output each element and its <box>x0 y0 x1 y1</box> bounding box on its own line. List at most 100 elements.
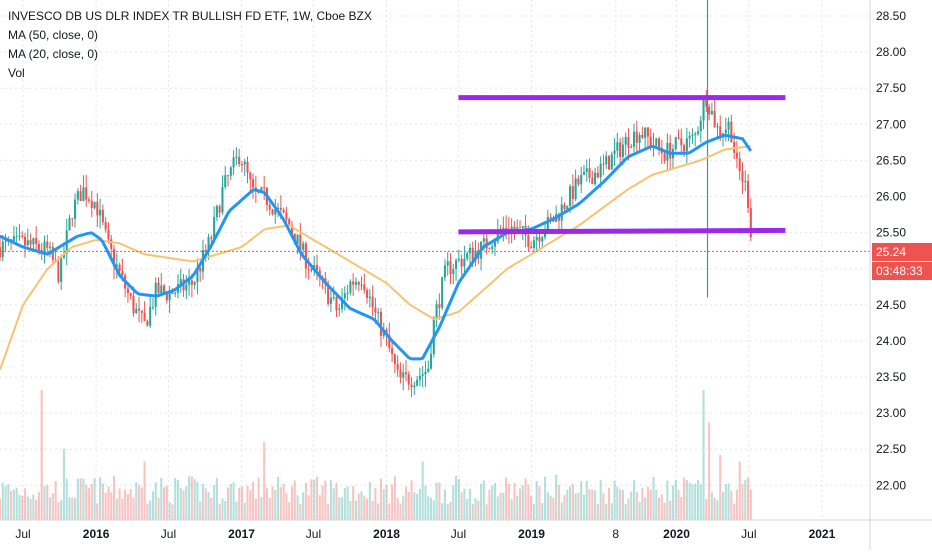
volume-bar <box>616 486 619 520</box>
volume-bar <box>427 496 430 520</box>
candle-body <box>104 222 107 230</box>
volume-bar <box>263 442 266 520</box>
candle-body <box>360 284 363 286</box>
volume-bar <box>29 498 32 520</box>
candle-body <box>627 136 630 148</box>
candle-body <box>421 374 424 376</box>
candle-body <box>607 156 611 170</box>
candle-body <box>513 226 516 231</box>
candle-body <box>527 235 530 247</box>
candle-body <box>685 138 688 152</box>
volume-bar <box>204 488 207 520</box>
volume-bar <box>396 498 399 520</box>
volume-bar <box>702 390 705 520</box>
volume-bar <box>221 498 224 520</box>
candle-body <box>165 292 168 301</box>
candle-body <box>457 258 460 261</box>
volume-bar <box>21 495 24 520</box>
volume-bar <box>290 486 294 520</box>
volume-bar <box>4 486 7 520</box>
volume-bar <box>432 500 435 520</box>
volume-bar <box>416 493 419 520</box>
volume-bar <box>93 478 96 520</box>
candle-body <box>658 138 661 148</box>
volume-bar <box>418 488 421 520</box>
candle-body <box>352 281 355 285</box>
candle-body <box>168 292 171 301</box>
time-tick-label: Jul <box>451 527 466 541</box>
candle-body <box>613 150 616 155</box>
volume-bar <box>90 483 93 520</box>
candle-body <box>632 131 636 147</box>
volume-bar <box>674 479 677 520</box>
candle-body <box>243 161 246 165</box>
candle-body <box>232 157 235 168</box>
volume-bar <box>74 497 77 520</box>
volume-bar <box>477 500 480 520</box>
volume-bar <box>527 484 530 520</box>
candle-body <box>29 240 32 245</box>
moving-averages <box>0 133 753 371</box>
volume-bar <box>468 488 472 520</box>
volume-bar <box>293 480 296 520</box>
candle-body <box>680 138 683 146</box>
volume-bar <box>644 497 647 520</box>
indicator-ma20[interactable]: MA (20, close, 0) <box>8 47 99 61</box>
volume-bar <box>627 498 630 520</box>
candle-body <box>619 142 622 157</box>
candle-body <box>391 348 394 355</box>
candle-body <box>366 290 369 299</box>
candle-body <box>274 209 277 215</box>
candle-body <box>171 292 174 294</box>
volume-bar <box>485 504 488 520</box>
volume-bar <box>366 498 369 520</box>
volume-bar <box>135 482 138 520</box>
candle-body <box>541 237 544 242</box>
support-line <box>458 227 786 235</box>
volume-bar <box>140 487 143 520</box>
candle-body <box>343 293 346 299</box>
volume-bar <box>638 501 641 520</box>
candle-body <box>624 136 627 145</box>
volume-bar <box>249 490 252 520</box>
candle-body <box>332 296 335 298</box>
volume-bar <box>85 484 88 520</box>
candle-body <box>371 296 374 308</box>
candle-body <box>21 235 24 237</box>
ma50-line <box>0 145 751 371</box>
price-tick-label: 25.50 <box>876 226 906 240</box>
volume-bar <box>571 483 574 520</box>
candle-body <box>35 238 38 244</box>
volume-bar <box>374 487 377 520</box>
volume-bar <box>54 480 57 520</box>
indicator-volume[interactable]: Vol <box>8 66 25 80</box>
volume-bar <box>744 479 747 520</box>
candle-body <box>744 181 747 183</box>
candle-body <box>410 384 413 388</box>
volume-bar <box>466 499 469 520</box>
time-tick-label: Jul <box>306 527 321 541</box>
candle-body <box>396 364 399 370</box>
candle-body <box>388 335 391 349</box>
candle-body <box>12 236 15 242</box>
price-tick-label: 28.50 <box>876 9 906 23</box>
candle-body <box>107 229 110 240</box>
symbol-title[interactable]: INVESCO DB US DLR INDEX TR BULLISH FD ET… <box>8 9 372 23</box>
volume-bar <box>502 492 505 520</box>
candle-body <box>90 200 93 209</box>
candle-body <box>51 246 54 260</box>
candle-body <box>571 186 574 200</box>
candle-body <box>329 297 332 304</box>
volume-bar <box>660 494 663 520</box>
candle-body <box>530 246 533 248</box>
candle-body <box>630 146 633 148</box>
indicator-ma50[interactable]: MA (50, close, 0) <box>8 28 99 42</box>
candle-body <box>716 126 719 128</box>
candle-body <box>705 99 708 107</box>
candle-body <box>257 191 260 193</box>
volume-bar <box>496 496 499 520</box>
candle-body <box>46 241 49 248</box>
volume-bar <box>32 494 35 520</box>
